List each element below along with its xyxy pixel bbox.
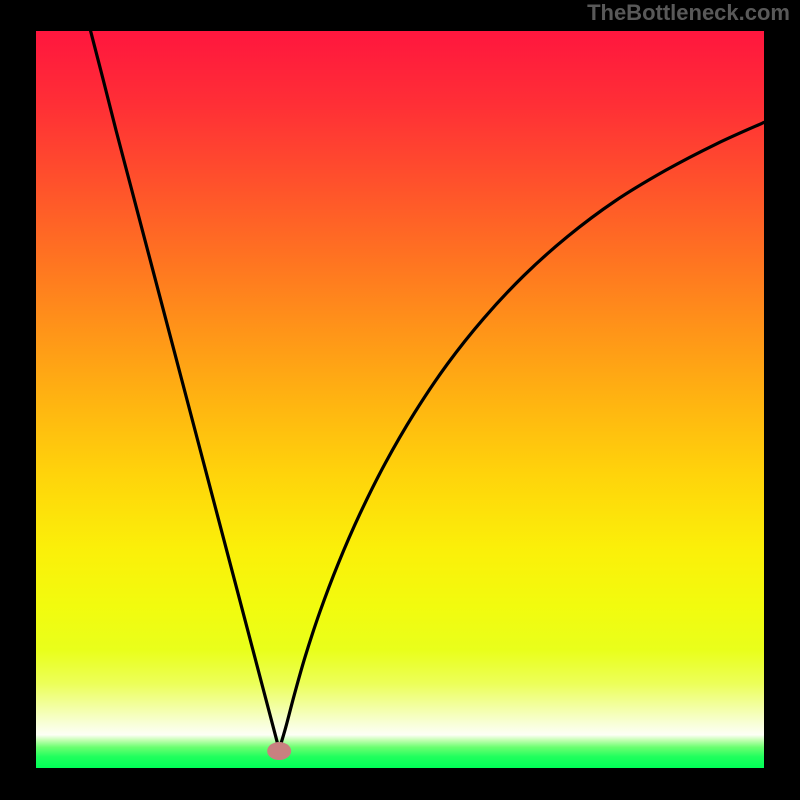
chart-frame: TheBottleneck.com [0,0,800,800]
bottleneck-curve-chart [36,31,764,768]
optimal-point-marker [267,742,291,760]
attribution-label: TheBottleneck.com [587,0,790,26]
plot-area [36,31,764,768]
gradient-background [36,31,764,768]
